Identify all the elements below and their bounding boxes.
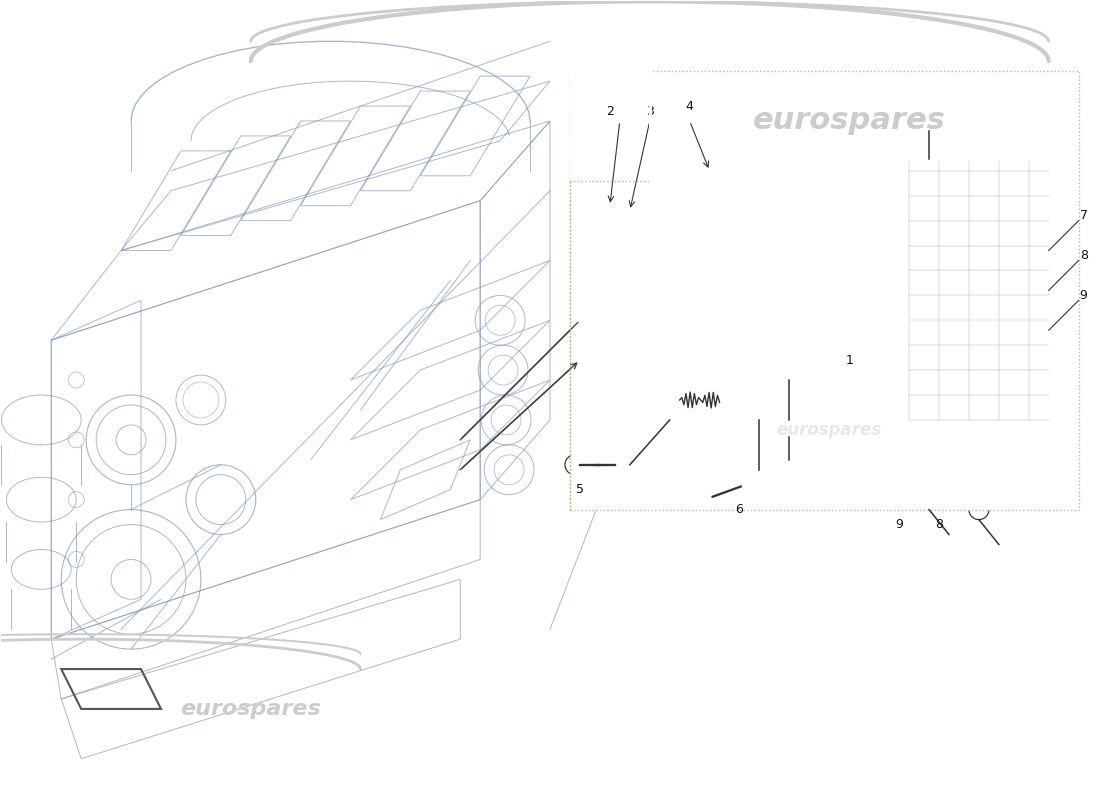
Polygon shape	[570, 71, 650, 181]
Text: 8: 8	[935, 518, 943, 531]
Text: 1: 1	[845, 354, 854, 366]
Text: eurospares: eurospares	[777, 421, 882, 439]
Polygon shape	[619, 261, 700, 400]
Text: 4: 4	[685, 99, 694, 113]
Text: 8: 8	[1079, 249, 1088, 262]
Text: eurospares: eurospares	[752, 106, 946, 135]
Text: 2: 2	[606, 105, 614, 118]
FancyBboxPatch shape	[570, 71, 1079, 510]
Text: eurospares: eurospares	[180, 699, 321, 719]
Text: 7: 7	[1079, 209, 1088, 222]
Text: 6: 6	[736, 503, 744, 516]
Text: 9: 9	[895, 518, 903, 531]
Text: 9: 9	[1080, 289, 1088, 302]
Text: 5: 5	[576, 483, 584, 496]
Text: 3: 3	[646, 105, 653, 118]
